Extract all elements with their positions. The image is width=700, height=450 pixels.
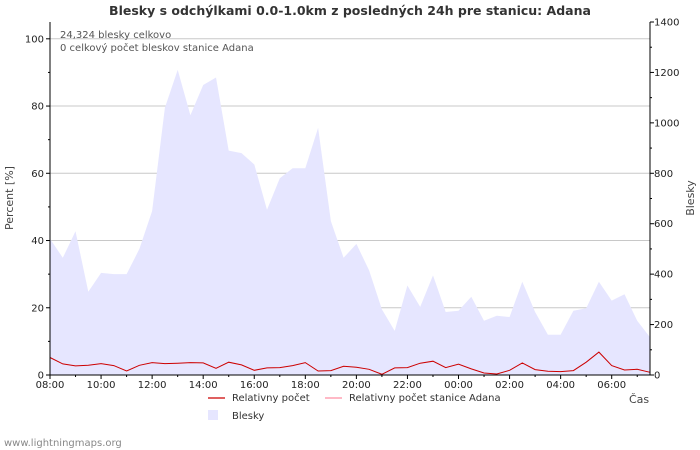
y-right-tick: 400 — [654, 270, 673, 281]
legend-swatch-box — [208, 410, 218, 420]
x-tick: 06:00 — [597, 380, 626, 391]
y-right-tick: 1400 — [654, 18, 679, 29]
blesky-area-path — [50, 69, 650, 376]
series-line-relativny-počet — [49, 351, 651, 375]
chart-title: Blesky s odchýlkami 0.0-1.0km z posledný… — [109, 3, 591, 18]
x-tick: 00:00 — [444, 380, 473, 391]
x-label: Čas — [629, 393, 649, 406]
legend-label: Blesky — [232, 411, 264, 422]
footer-url: www.lightningmaps.org — [4, 438, 122, 449]
tick-labels: 020406080100020040060080010001200140008:… — [25, 18, 680, 392]
y-right-tick: 600 — [654, 219, 673, 230]
y-right-tick: 0 — [654, 371, 660, 382]
y-left-tick: 80 — [31, 102, 44, 113]
x-tick: 04:00 — [546, 380, 575, 391]
x-tick: 20:00 — [342, 380, 371, 391]
x-tick: 14:00 — [189, 380, 218, 391]
y-left-label: Percent [%] — [3, 166, 16, 230]
legend-label: Relativny počet — [232, 392, 310, 404]
y-left-tick: 60 — [31, 169, 44, 180]
x-tick: 02:00 — [495, 380, 524, 391]
x-tick: 16:00 — [240, 380, 269, 391]
x-tick: 10:00 — [87, 380, 116, 391]
x-tick: 08:00 — [36, 380, 65, 391]
legend: Relativny počet Relativny počet stanice A… — [208, 392, 501, 422]
y-left-tick: 40 — [31, 236, 44, 247]
y-right-tick: 200 — [654, 320, 673, 331]
x-tick: 12:00 — [138, 380, 167, 391]
y-left-tick: 20 — [31, 303, 44, 314]
y-left-tick: 100 — [25, 34, 44, 45]
x-tick: 22:00 — [393, 380, 422, 391]
x-tick: 18:00 — [291, 380, 320, 391]
info-line-2: 0 celkový počet bleskov stanice Adana — [60, 42, 254, 54]
y-left-tick: 0 — [38, 371, 44, 382]
blesky-area — [50, 69, 650, 376]
y-right-tick: 1000 — [654, 118, 679, 129]
legend-label: Relativny počet stanice Adana — [349, 392, 501, 404]
y-right-label: Blesky — [684, 180, 697, 216]
y-right-tick: 800 — [654, 169, 673, 180]
y-right-tick: 1200 — [654, 68, 679, 79]
info-line-1: 24,324 blesky celkovo — [60, 30, 171, 41]
